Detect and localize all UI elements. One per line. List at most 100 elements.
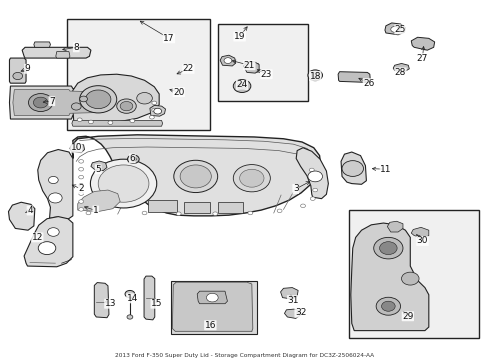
Polygon shape [410, 37, 434, 50]
Circle shape [233, 165, 270, 192]
Circle shape [85, 90, 111, 109]
Circle shape [71, 103, 81, 110]
Polygon shape [9, 58, 26, 83]
Polygon shape [384, 23, 405, 35]
Circle shape [79, 200, 83, 203]
Polygon shape [91, 161, 107, 171]
Circle shape [173, 160, 217, 193]
Bar [217, 202, 243, 213]
Bar [171, 281, 256, 334]
Circle shape [277, 209, 282, 213]
Text: 17: 17 [163, 34, 174, 43]
Text: 23: 23 [260, 70, 272, 79]
Circle shape [233, 80, 250, 93]
Polygon shape [9, 86, 102, 119]
Circle shape [79, 159, 83, 163]
Polygon shape [78, 190, 120, 212]
Circle shape [224, 58, 231, 63]
Text: 2013 Ford F-350 Super Duty Lid - Storage Compartment Diagram for DC3Z-2506024-AA: 2013 Ford F-350 Super Duty Lid - Storage… [115, 352, 373, 357]
Text: 6: 6 [129, 154, 135, 163]
Circle shape [149, 116, 154, 119]
Polygon shape [350, 223, 428, 330]
Text: 22: 22 [183, 64, 194, 73]
Polygon shape [71, 135, 320, 216]
Circle shape [79, 175, 83, 179]
Text: 11: 11 [379, 165, 391, 174]
Circle shape [48, 176, 58, 184]
Text: 2: 2 [78, 184, 84, 193]
Polygon shape [150, 105, 165, 116]
Circle shape [152, 101, 157, 105]
Circle shape [13, 72, 22, 80]
Polygon shape [13, 90, 97, 116]
Bar [183, 202, 210, 213]
Circle shape [86, 211, 91, 215]
Polygon shape [34, 42, 50, 47]
Text: 12: 12 [32, 233, 43, 242]
Bar [66, 19, 210, 130]
Circle shape [130, 157, 136, 161]
Polygon shape [243, 62, 259, 73]
Circle shape [130, 119, 135, 123]
Circle shape [375, 297, 400, 315]
Circle shape [137, 93, 152, 104]
Polygon shape [72, 121, 162, 126]
Text: 9: 9 [24, 64, 30, 73]
Circle shape [77, 118, 82, 122]
Polygon shape [38, 149, 73, 220]
Circle shape [90, 159, 157, 208]
Circle shape [307, 171, 322, 182]
Text: 26: 26 [363, 79, 374, 88]
Circle shape [300, 204, 305, 208]
Polygon shape [337, 72, 369, 82]
Text: 27: 27 [416, 54, 427, 63]
Polygon shape [71, 74, 159, 123]
Circle shape [206, 293, 218, 302]
Circle shape [80, 96, 87, 102]
Polygon shape [144, 276, 155, 320]
Circle shape [79, 208, 83, 211]
Text: 31: 31 [287, 296, 298, 305]
Text: 24: 24 [236, 81, 247, 90]
Text: 13: 13 [104, 299, 116, 308]
Bar [348, 211, 478, 338]
Circle shape [311, 72, 319, 78]
Circle shape [98, 165, 149, 202]
Circle shape [127, 155, 139, 163]
Polygon shape [172, 282, 252, 331]
Circle shape [117, 99, 136, 113]
Circle shape [80, 86, 117, 113]
Circle shape [310, 197, 315, 201]
Text: 1: 1 [93, 206, 99, 215]
Polygon shape [340, 152, 366, 184]
Polygon shape [280, 288, 298, 299]
Text: 7: 7 [49, 96, 55, 105]
Polygon shape [24, 217, 73, 267]
Text: 21: 21 [243, 61, 255, 70]
Circle shape [48, 193, 62, 203]
Text: 20: 20 [173, 87, 184, 96]
Circle shape [313, 178, 318, 182]
Circle shape [381, 301, 394, 311]
Text: 8: 8 [73, 43, 79, 52]
Text: 14: 14 [126, 294, 138, 303]
Circle shape [154, 108, 161, 114]
Circle shape [341, 161, 363, 176]
Polygon shape [197, 291, 227, 304]
Circle shape [373, 237, 402, 259]
Circle shape [237, 82, 246, 90]
Polygon shape [8, 202, 35, 230]
Circle shape [79, 184, 83, 187]
Polygon shape [94, 283, 109, 318]
Polygon shape [296, 148, 328, 199]
Polygon shape [56, 51, 70, 58]
Circle shape [127, 315, 133, 319]
Polygon shape [284, 309, 300, 319]
Circle shape [79, 167, 83, 171]
Circle shape [88, 120, 93, 124]
Text: 32: 32 [294, 308, 305, 317]
Circle shape [309, 168, 314, 172]
Circle shape [120, 102, 133, 111]
Circle shape [180, 165, 211, 188]
Circle shape [390, 27, 398, 32]
